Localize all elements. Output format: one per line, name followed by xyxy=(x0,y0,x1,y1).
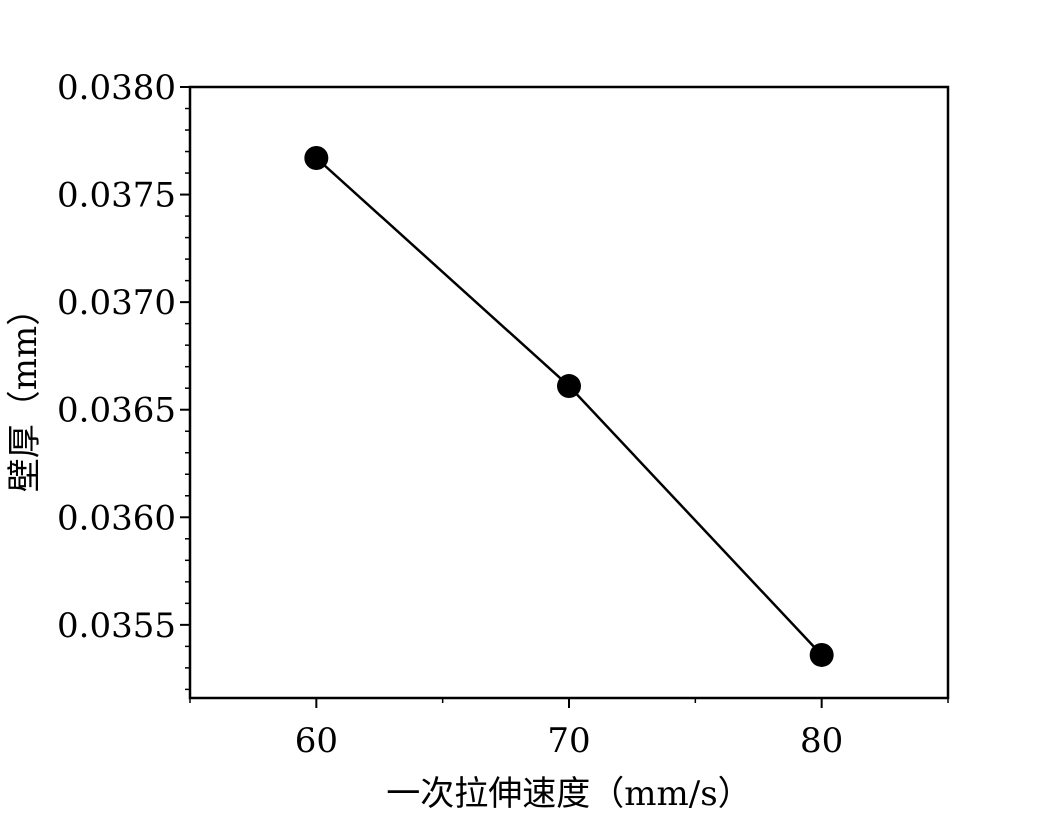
series-line xyxy=(315,157,823,656)
y-axis-ticks xyxy=(180,86,190,691)
y-axis-title: 壁厚（mm） xyxy=(5,292,45,492)
x-axis-tick-labels: 60 70 80 xyxy=(295,721,844,761)
y-tick-label: 0.0380 xyxy=(57,68,176,108)
data-point xyxy=(304,145,329,170)
data-point xyxy=(557,374,581,399)
y-tick-label: 0.0365 xyxy=(57,391,176,431)
x-axis-title: 一次拉伸速度（mm/s） xyxy=(386,774,751,814)
series-layer xyxy=(304,145,834,667)
y-axis-tick-labels: 0.0355 0.0360 0.0365 0.0370 0.0375 0.0380 xyxy=(57,68,176,646)
y-tick-label: 0.0375 xyxy=(57,176,176,216)
y-tick-label: 0.0355 xyxy=(57,606,176,646)
x-tick-label: 70 xyxy=(547,721,590,761)
x-tick-label: 60 xyxy=(295,721,338,761)
y-tick-label: 0.0360 xyxy=(57,498,176,538)
x-tick-label: 80 xyxy=(800,721,843,761)
data-point xyxy=(809,642,834,667)
y-tick-label: 0.0370 xyxy=(57,283,176,323)
x-axis-ticks xyxy=(189,698,949,708)
